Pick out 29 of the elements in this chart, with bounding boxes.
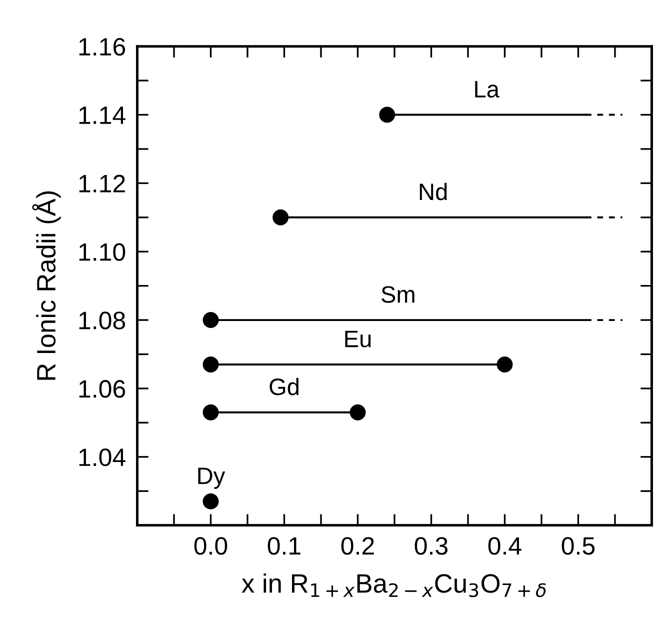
- point: [496, 356, 513, 372]
- y-tick-label: 1.08: [79, 312, 126, 330]
- point: [202, 356, 219, 372]
- y-tick-label: 1.14: [79, 106, 126, 124]
- x-tick-label: 0.5: [562, 537, 595, 555]
- point: [379, 106, 396, 123]
- legend-label: Dy: [198, 468, 226, 489]
- point: [202, 493, 219, 510]
- x-tick-label: 0.3: [414, 537, 448, 555]
- y-tick-label: 1.10: [79, 243, 126, 261]
- point: [202, 404, 219, 420]
- x-tick-label: 0.2: [341, 537, 374, 555]
- y-tick-label: 1.06: [79, 380, 126, 398]
- y-tick-label: 1.12: [79, 174, 125, 192]
- y-axis-title: R Ionic Radii (Å): [32, 191, 61, 380]
- x-tick-label: 0.0: [194, 537, 228, 555]
- y-tick-label: 1.16: [79, 38, 126, 56]
- point: [350, 404, 366, 420]
- series-label: Gd: [270, 378, 298, 396]
- x-tick-label: 0.1: [268, 537, 300, 555]
- x-tick-label: 0.4: [488, 537, 522, 555]
- y-tick-label: 1.04: [79, 448, 126, 466]
- x-axis-title: x in R$_{1+x}$Ba$_{2−x}$Cu$_{3}$O$_{7+δ}$: [242, 573, 546, 598]
- point: [272, 209, 289, 226]
- series-label: Nd: [420, 182, 447, 200]
- series-label: La: [475, 81, 500, 98]
- point: [202, 312, 219, 328]
- series-label: Eu: [345, 330, 371, 348]
- series-label: Sm: [382, 286, 414, 303]
